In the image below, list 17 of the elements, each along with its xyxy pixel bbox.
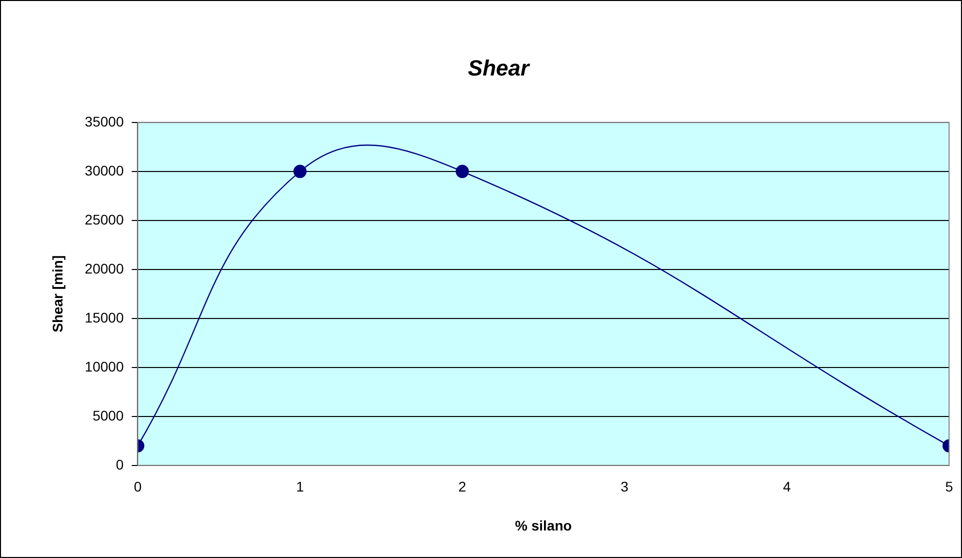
x-tick-label: 5 (945, 478, 954, 495)
y-tick-label: 30000 (84, 162, 124, 178)
x-axis-title: % silano (515, 517, 572, 534)
x-tick-label: 3 (620, 478, 629, 495)
chart-title: Shear (468, 55, 531, 80)
x-tick-label: 4 (782, 478, 791, 495)
y-axis-title: Shear [min] (49, 255, 66, 332)
x-tick-label: 2 (458, 478, 466, 495)
y-tick-label: 5000 (92, 407, 124, 424)
y-tick-label: 15000 (84, 309, 124, 326)
x-tick-label: 0 (134, 478, 142, 495)
y-tick-label: 20000 (84, 260, 124, 276)
x-tick-label: 1 (296, 478, 304, 495)
y-tick-label: 35000 (84, 113, 124, 130)
y-tick-label: 10000 (84, 358, 124, 374)
y-tick-label: 25000 (84, 211, 124, 228)
y-tick-label: 0 (116, 456, 124, 472)
